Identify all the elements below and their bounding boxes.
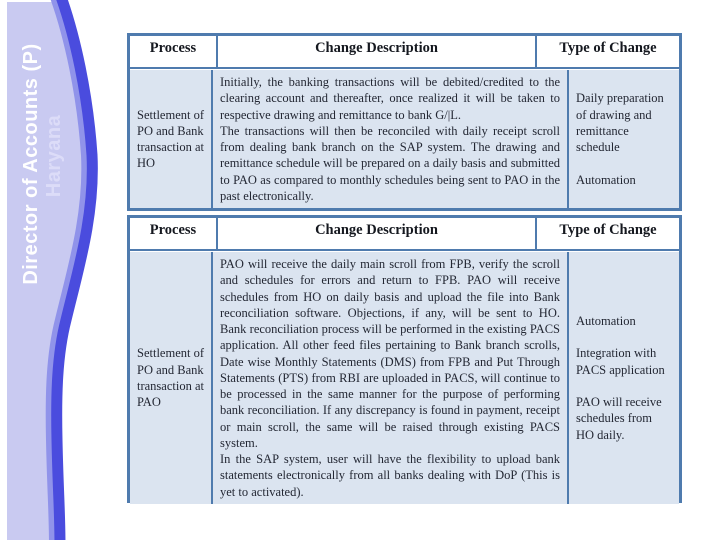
header-cell-process: Process <box>130 36 216 69</box>
header-cell-type-of-change: Type of Change <box>535 218 679 251</box>
process-text: Settlement of PO and Bank transaction at… <box>137 107 204 171</box>
process-cell: Settlement of PO and Bank transaction at… <box>130 70 211 208</box>
sidebar-ribbon-graphic <box>7 0 98 540</box>
header-cell-change-description: Change Description <box>216 36 535 69</box>
change-description-text: PAO will receive the daily main scroll f… <box>220 257 560 499</box>
process-table-ho: Process Change Description Type of Chang… <box>127 33 682 211</box>
change-description-cell: PAO will receive the daily main scroll f… <box>211 252 567 504</box>
process-text: Settlement of PO and Bank transaction at… <box>137 346 204 410</box>
change-description-cell: Initially, the banking transactions will… <box>211 70 567 208</box>
header-cell-change-description: Change Description <box>216 218 535 251</box>
header-cell-process: Process <box>130 218 216 251</box>
type-of-change-cell: Automation Integration with PACS applica… <box>567 252 679 504</box>
slide-content: Process Change Description Type of Chang… <box>127 33 682 507</box>
process-cell: Settlement of PO and Bank transaction at… <box>130 252 211 504</box>
header-cell-type-of-change: Type of Change <box>535 36 679 69</box>
type-of-change-text: Daily preparation of drawing and remitta… <box>576 91 664 187</box>
process-table-pao: Process Change Description Type of Chang… <box>127 215 682 504</box>
change-description-text: Initially, the banking transactions will… <box>220 75 560 203</box>
table-row: Settlement of PO and Bank transaction at… <box>130 70 679 208</box>
sidebar-subtitle: Haryana <box>42 114 65 198</box>
table-row: Settlement of PO and Bank transaction at… <box>130 252 679 504</box>
table-header-row: Process Change Description Type of Chang… <box>130 36 679 69</box>
table-header-row: Process Change Description Type of Chang… <box>130 218 679 251</box>
sidebar-panel: Director of Accounts (P) Haryana <box>0 0 112 540</box>
type-of-change-text: Automation Integration with PACS applica… <box>576 313 665 442</box>
type-of-change-cell: Daily preparation of drawing and remitta… <box>567 70 679 208</box>
